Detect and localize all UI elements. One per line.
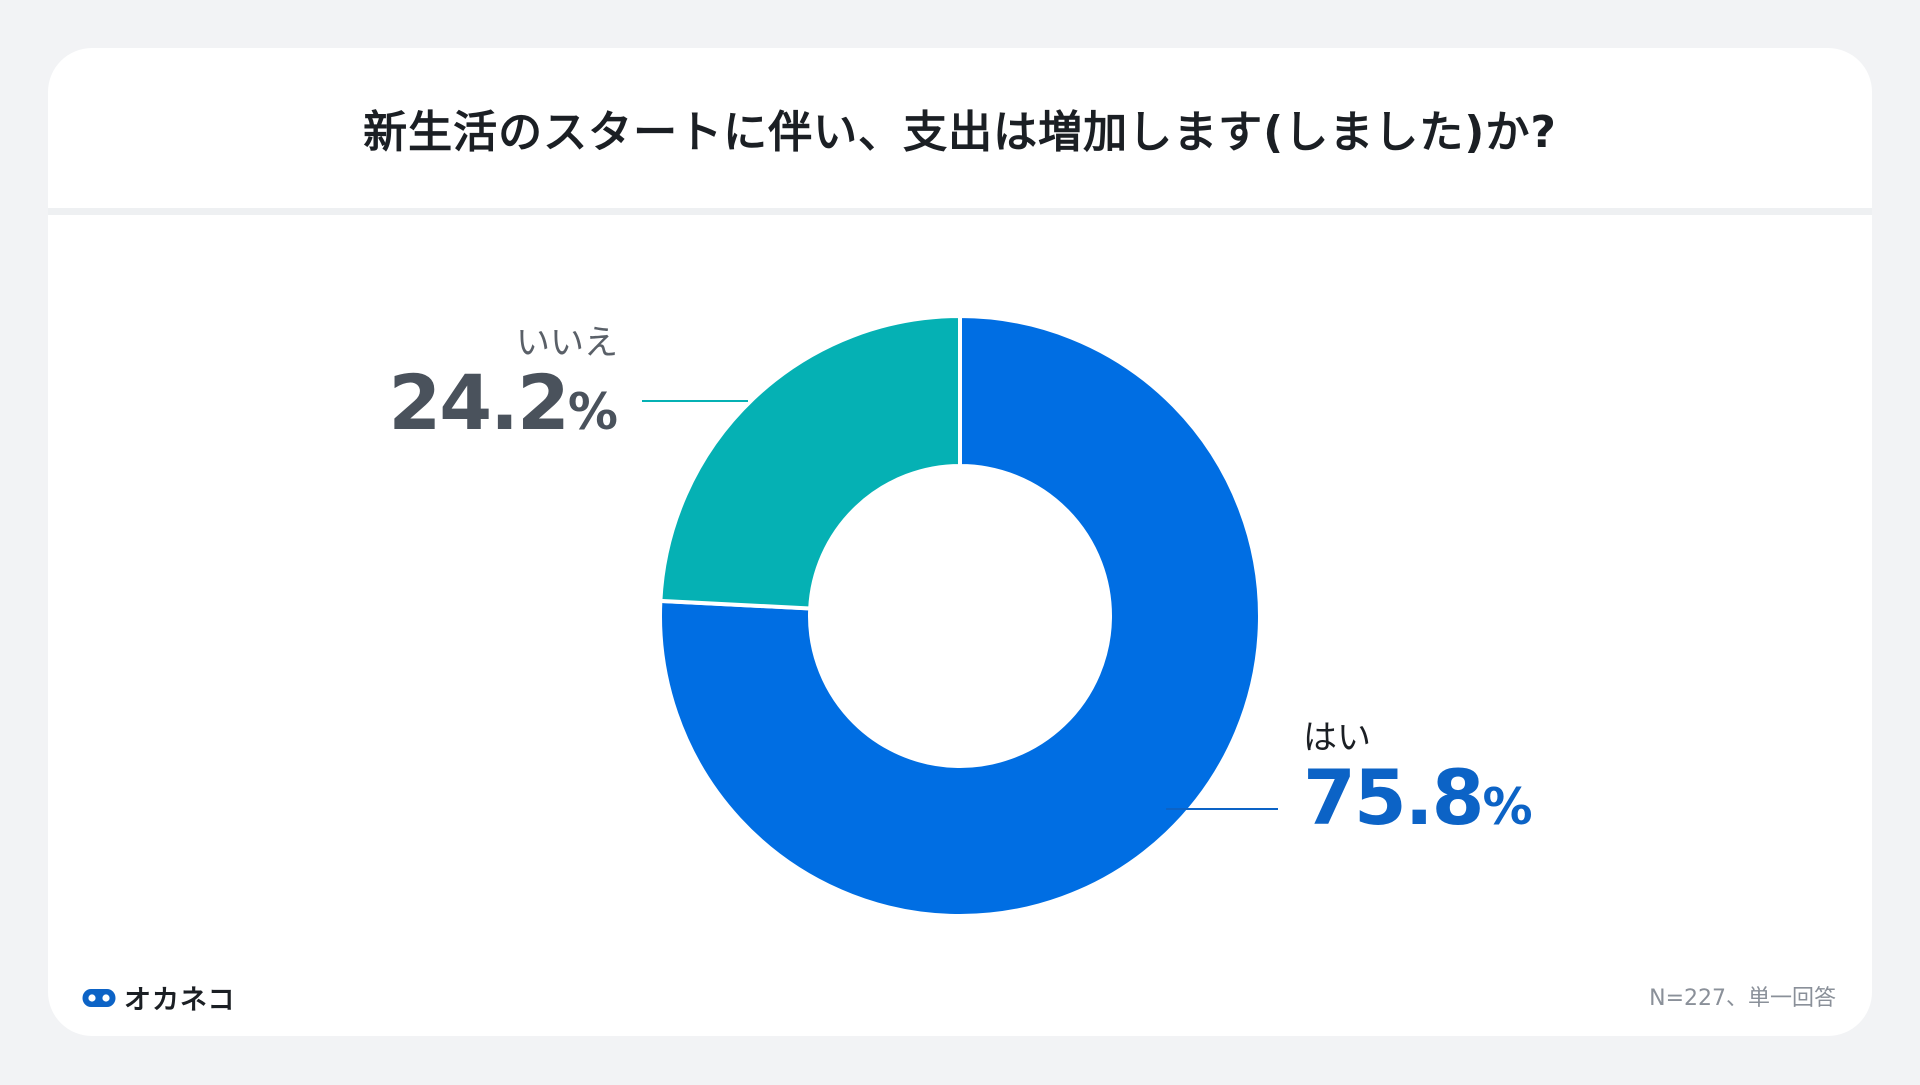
donut-chart bbox=[642, 313, 1278, 918]
value-number-no: 24.2 bbox=[388, 358, 570, 447]
chart-title: 新生活のスタートに伴い、支出は増加します(しました)か? bbox=[363, 107, 1557, 158]
header-divider bbox=[48, 208, 1872, 215]
chart-header: 新生活のスタートに伴い、支出は増加します(しました)か? bbox=[48, 48, 1872, 208]
donut-slice-no bbox=[658, 313, 962, 611]
value-label-no: 24.2% bbox=[388, 363, 618, 464]
value-number-yes: 75.8 bbox=[1303, 753, 1485, 842]
label-block-yes: はい 75.8% bbox=[1303, 718, 1533, 859]
okaneko-logo-icon bbox=[82, 988, 116, 1007]
value-unit-yes: % bbox=[1482, 778, 1533, 836]
chart-card: 新生活のスタートに伴い、支出は増加します(しました)か? いいえ 24.2% は… bbox=[48, 48, 1872, 1036]
label-block-no: いいえ 24.2% bbox=[388, 323, 618, 464]
category-label-yes: はい bbox=[1303, 718, 1371, 758]
logo-text: オカネコ bbox=[124, 985, 236, 1016]
category-label-no: いいえ bbox=[516, 323, 618, 363]
value-unit-no: % bbox=[567, 383, 618, 441]
value-label-yes: 75.8% bbox=[1303, 758, 1533, 859]
brand-logo: オカネコ bbox=[82, 978, 235, 1017]
sample-footnote: N=227、単一回答 bbox=[1649, 986, 1836, 1011]
donut-slice-yes bbox=[658, 313, 1262, 918]
